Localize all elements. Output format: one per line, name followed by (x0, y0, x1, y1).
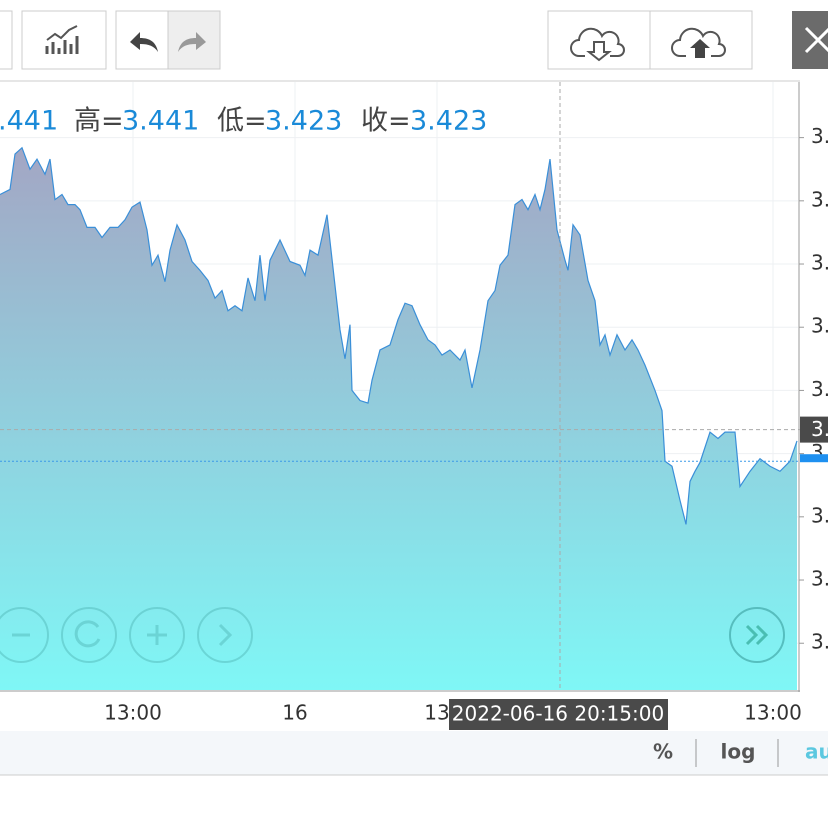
x-tick-label: 13:00 (104, 701, 162, 725)
close-label: 收= (361, 106, 411, 137)
y-tick-label: 3. (811, 124, 828, 148)
y-tick-label: 3. (811, 251, 828, 275)
redo-button[interactable] (167, 10, 221, 70)
y-tick-label: 3. (811, 187, 828, 211)
indicator-button[interactable] (21, 10, 107, 70)
crosshair-x-box (449, 699, 668, 730)
go-latest-button[interactable] (729, 607, 785, 663)
download-button[interactable] (547, 10, 651, 70)
reset-button[interactable] (61, 607, 117, 663)
y-tick-label: 3. (811, 503, 828, 527)
crosshair-y-label: 3. (811, 417, 828, 441)
low-value: 3.423 (265, 106, 342, 137)
x-tick-label: 13 (424, 701, 449, 725)
ohlc-legend: .441 高= 3.441 低= 3.423 收= 3.423 (0, 106, 487, 137)
auto-button[interactable]: au (805, 740, 828, 764)
price-line (0, 146, 798, 525)
close-value: 3.423 (410, 106, 487, 137)
crosshair-y-box (800, 416, 828, 443)
undo-button[interactable] (115, 10, 169, 70)
upload-button[interactable] (649, 10, 753, 70)
log-button[interactable]: log (721, 740, 756, 764)
high-label: 高= (74, 106, 124, 137)
y-tick-label: 3. (811, 567, 828, 591)
area-fill (0, 147, 797, 690)
low-label: 低= (217, 106, 267, 137)
x-tick-label: 16 (282, 701, 307, 725)
close-button[interactable] (792, 11, 828, 69)
y-tick-label: 3. (811, 314, 828, 338)
bottom-bar (0, 731, 828, 775)
high-value: 3.441 (122, 106, 199, 137)
y-tick-label: 3. (811, 630, 828, 654)
x-tick-label: 13:00 (744, 701, 802, 725)
zoom-out-button[interactable] (0, 607, 49, 663)
zoom-in-button[interactable] (129, 607, 185, 663)
open-value: .441 (0, 106, 58, 137)
y-tick-label: 3. (811, 377, 828, 401)
percent-button[interactable]: % (653, 740, 673, 764)
last-price-marker (800, 454, 828, 463)
scroll-right-button[interactable] (197, 607, 253, 663)
button[interactable] (0, 10, 13, 70)
crosshair-x-label: 2022-06-16 20:15:00 (452, 702, 664, 726)
